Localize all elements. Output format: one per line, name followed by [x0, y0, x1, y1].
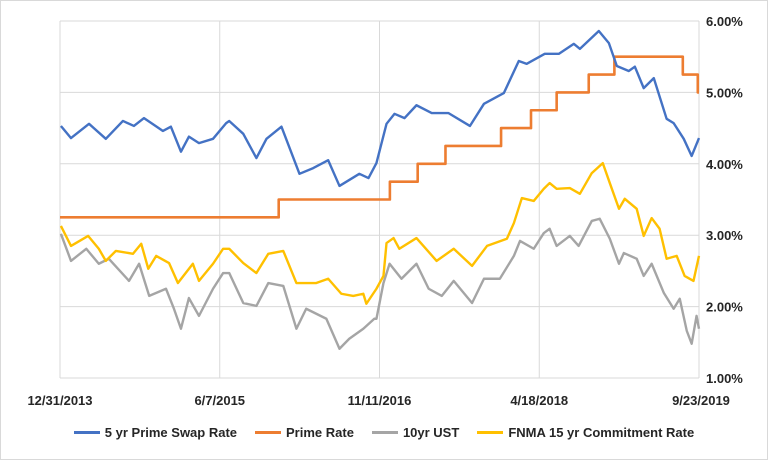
- x-tick-label: 6/7/2015: [194, 393, 245, 408]
- legend-label: 10yr UST: [402, 425, 460, 440]
- legend: 5 yr Prime Swap Rate Prime Rate 10yr UST FN…: [1, 425, 767, 440]
- y-tick-label: 3.00%: [706, 228, 743, 243]
- legend-item: Prime Rate: [255, 425, 354, 440]
- legend-swatch: [255, 431, 282, 434]
- series-line-5-yr-prime-swap-rate: [59, 29, 701, 188]
- y-axis-ticks: 1.00% 2.00% 3.00% 4.00% 5.00% 6.00%: [706, 14, 743, 386]
- y-tick-label: 2.00%: [706, 300, 743, 315]
- y-tick-label: 1.00%: [706, 371, 743, 386]
- series-line-prime-rate: [60, 55, 700, 219]
- y-tick-label: 6.00%: [706, 14, 743, 29]
- x-tick-label: 11/11/2016: [348, 393, 412, 408]
- x-tick-label: 4/18/2018: [510, 393, 568, 408]
- legend-label: 5 yr Prime Swap Rate: [104, 425, 238, 440]
- legend-label: Prime Rate: [286, 425, 354, 440]
- legend-item: 5 yr Prime Swap Rate: [73, 425, 238, 440]
- x-tick-label: 9/23/2019: [672, 393, 730, 408]
- legend-item: FNMA 15 yr Commitment Rate: [477, 425, 694, 440]
- legend-swatch: [73, 431, 100, 434]
- y-tick-label: 5.00%: [706, 85, 743, 100]
- x-tick-label: 12/31/2013: [27, 393, 92, 408]
- legend-swatch: [371, 431, 398, 434]
- x-axis-ticks: 12/31/2013 6/7/2015 11/11/2016 4/18/2018 9/2…: [27, 393, 729, 408]
- series-line-fnma-15-yr-commitment-rate: [59, 161, 701, 305]
- y-tick-label: 4.00%: [706, 157, 743, 172]
- legend-item: 10yr UST: [371, 425, 460, 440]
- series-line-10yr-ust: [59, 217, 701, 350]
- legend-label: FNMA 15 yr Commitment Rate: [508, 425, 695, 440]
- series-lines: [59, 29, 701, 350]
- legend-swatch: [477, 431, 504, 434]
